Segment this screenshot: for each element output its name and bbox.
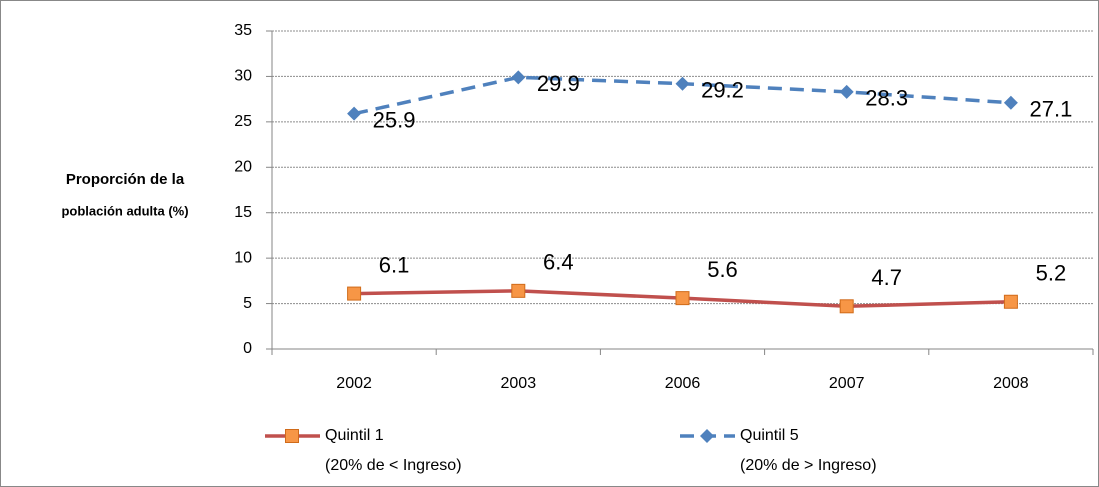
legend-label: Quintil 1 bbox=[325, 427, 384, 444]
x-tick-label: 2003 bbox=[501, 375, 537, 392]
legend-label: (20% de < Ingreso) bbox=[325, 457, 462, 474]
y-tick-label: 20 bbox=[234, 159, 252, 176]
marker bbox=[1003, 95, 1018, 110]
marker bbox=[511, 283, 526, 298]
data-label: 29.2 bbox=[701, 78, 744, 103]
data-label: 27.1 bbox=[1029, 97, 1072, 122]
data-label: 6.4 bbox=[543, 250, 574, 275]
marker bbox=[839, 299, 854, 314]
x-tick-label: 2006 bbox=[665, 375, 701, 392]
marker bbox=[347, 286, 362, 301]
marker bbox=[1003, 294, 1018, 309]
marker bbox=[675, 291, 690, 306]
legend-label: Quintil 5 bbox=[740, 427, 799, 444]
data-label: 5.6 bbox=[707, 257, 738, 282]
data-label: 4.7 bbox=[871, 265, 902, 290]
data-label: 29.9 bbox=[537, 71, 580, 96]
legend-label: (20% de > Ingreso) bbox=[740, 457, 877, 474]
marker bbox=[347, 106, 362, 121]
y-tick-label: 15 bbox=[234, 204, 252, 221]
marker bbox=[839, 84, 854, 99]
x-tick-label: 2008 bbox=[993, 375, 1029, 392]
y-axis-label: Proporción de la bbox=[66, 171, 185, 188]
x-tick-label: 2007 bbox=[829, 375, 865, 392]
y-tick-label: 5 bbox=[243, 295, 252, 312]
marker bbox=[675, 76, 690, 91]
marker bbox=[285, 429, 299, 443]
data-label: 6.1 bbox=[379, 252, 410, 277]
marker bbox=[511, 70, 526, 85]
marker bbox=[700, 429, 714, 443]
y-tick-label: 10 bbox=[234, 249, 252, 266]
y-tick-label: 0 bbox=[243, 340, 252, 357]
x-tick-label: 2002 bbox=[336, 375, 372, 392]
data-label: 25.9 bbox=[373, 107, 416, 132]
y-axis-label: población adulta (%) bbox=[61, 203, 188, 218]
data-label: 28.3 bbox=[865, 86, 908, 111]
y-tick-label: 30 bbox=[234, 68, 252, 85]
data-label: 5.2 bbox=[1036, 261, 1067, 286]
y-tick-label: 25 bbox=[234, 113, 252, 130]
y-tick-label: 35 bbox=[234, 22, 252, 39]
